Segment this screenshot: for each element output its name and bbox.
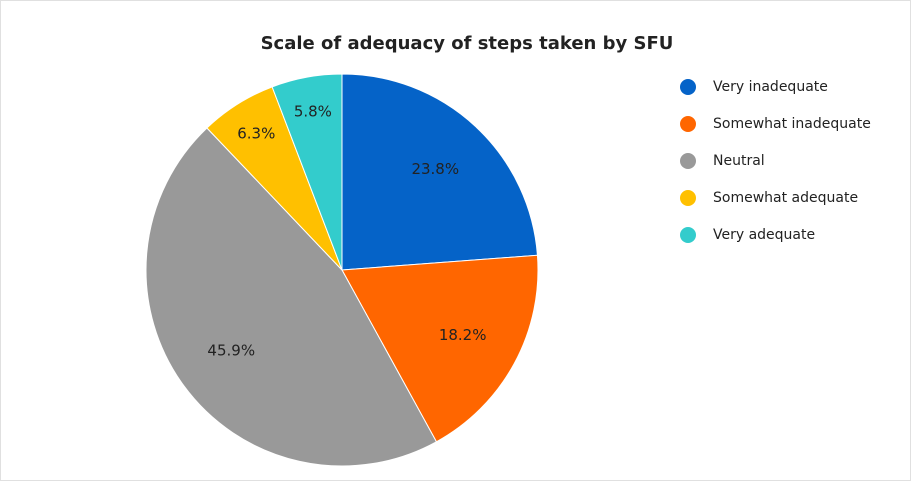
pie-slice xyxy=(271,73,343,271)
legend-marker xyxy=(680,153,696,169)
data-label: 23.8% xyxy=(411,160,459,178)
legend-marker xyxy=(680,116,696,132)
legend-label: Somewhat inadequate xyxy=(713,116,871,132)
data-label: 18.2% xyxy=(439,326,487,344)
pie-slice xyxy=(341,254,539,443)
chart-title: Scale of adequacy of steps taken by SFU xyxy=(261,33,674,54)
data-label: 45.9% xyxy=(207,341,255,359)
pie-slice xyxy=(341,73,538,271)
legend-marker xyxy=(680,190,696,206)
data-label: 5.8% xyxy=(294,102,332,120)
legend-label: Somewhat adequate xyxy=(713,190,858,206)
legend-label: Very inadequate xyxy=(713,79,828,95)
legend-label: Very adequate xyxy=(713,227,815,243)
legend-marker xyxy=(680,79,696,95)
legend-marker xyxy=(680,227,696,243)
pie-slice xyxy=(145,127,438,467)
legend-label: Neutral xyxy=(713,153,765,169)
data-label: 6.3% xyxy=(237,125,275,143)
